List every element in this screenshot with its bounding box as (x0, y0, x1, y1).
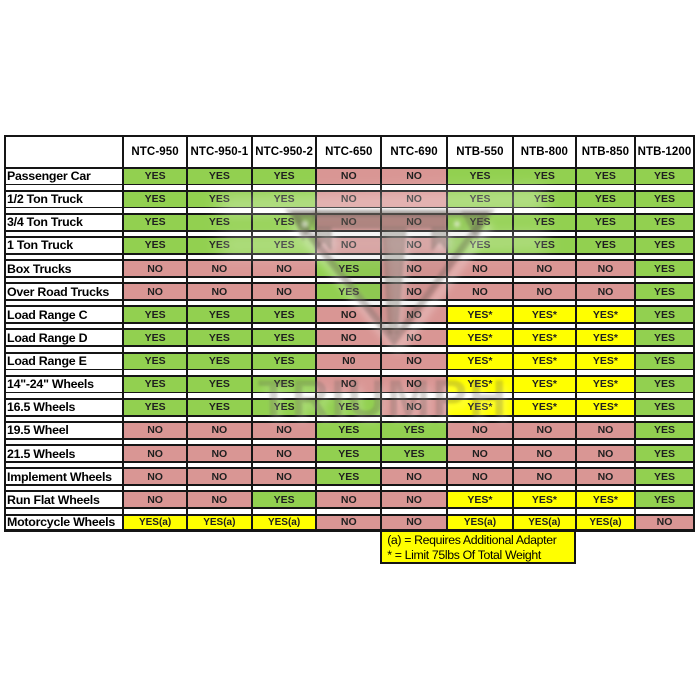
svg-text:TRIUMPH: TRIUMPH (262, 376, 513, 434)
svg-text:TRIUMPH: TRIUMPH (258, 370, 509, 428)
